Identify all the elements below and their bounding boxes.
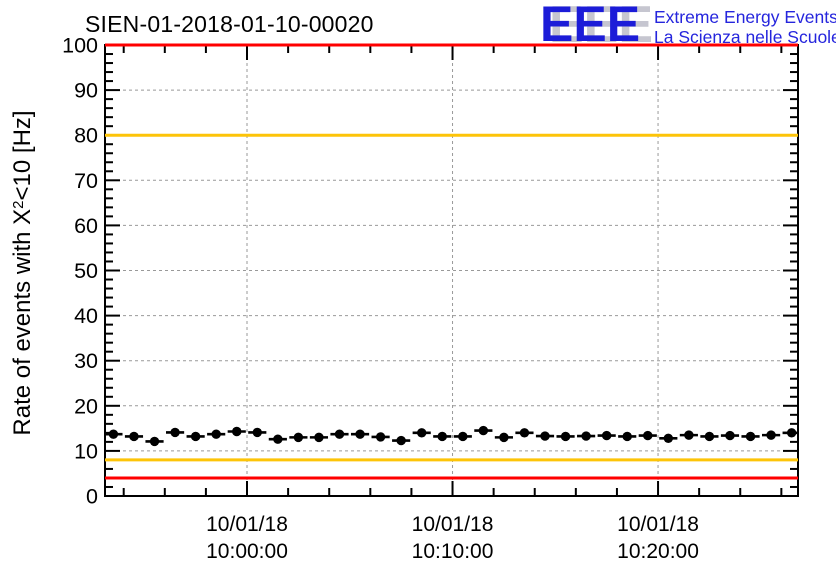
data-point xyxy=(663,433,674,443)
y-tick-label: 0 xyxy=(86,485,98,509)
data-point xyxy=(417,428,427,438)
data-point xyxy=(293,432,304,443)
data-point xyxy=(129,431,139,442)
data-point xyxy=(684,430,694,440)
eee-logo-caption-line1: Extreme Energy Events xyxy=(654,7,836,27)
data-point xyxy=(643,430,653,441)
data-point xyxy=(745,431,756,442)
eee-logo-main-text: EEE xyxy=(540,0,641,52)
y-tick-label: 80 xyxy=(74,124,98,148)
eee-logo: EEE EEE Extreme Energy Events La Scienza… xyxy=(540,0,836,52)
y-tick-label: 10 xyxy=(74,439,98,463)
y-tick-label: 50 xyxy=(74,259,98,283)
data-point xyxy=(499,432,509,443)
eee-logo-acronym: EEE EEE xyxy=(540,0,653,52)
x-tick-date-label: 10/01/18 xyxy=(412,513,494,536)
data-point xyxy=(540,431,550,441)
data-point xyxy=(622,431,632,442)
data-point xyxy=(458,431,468,442)
eee-logo-shadow-text: EEE xyxy=(549,0,654,54)
y-tick-label: 90 xyxy=(74,79,98,103)
y-tick-label: 30 xyxy=(74,349,98,373)
data-point xyxy=(252,427,262,438)
x-tick-date-label: 10/01/18 xyxy=(617,513,699,536)
y-tick-label: 100 xyxy=(62,34,98,58)
y-tick-label: 70 xyxy=(74,169,98,193)
chart-title: SIEN-01-2018-01-10-00020 xyxy=(85,11,374,37)
data-point xyxy=(704,431,715,442)
data-point xyxy=(355,429,365,439)
x-tick-date-label: 10/01/18 xyxy=(206,513,288,536)
x-tick-time-label: 10:10:00 xyxy=(412,540,494,563)
data-point xyxy=(560,431,571,442)
data-point xyxy=(519,428,530,438)
eee-logo-caption: Extreme Energy Events La Scienza nelle S… xyxy=(654,3,836,47)
x-tick-time-label: 10:20:00 xyxy=(617,540,699,563)
data-point xyxy=(725,430,735,441)
data-point xyxy=(273,434,283,444)
data-point xyxy=(314,432,324,443)
data-point xyxy=(170,427,180,438)
data-point xyxy=(396,435,406,446)
x-tick-time-label: 10:00:00 xyxy=(206,540,288,563)
data-point xyxy=(232,426,242,437)
data-point xyxy=(766,430,776,440)
data-point xyxy=(149,436,160,447)
y-tick-label: 40 xyxy=(74,304,98,328)
data-point xyxy=(581,431,591,441)
data-point xyxy=(601,430,612,441)
y-tick-label: 20 xyxy=(74,394,98,418)
y-tick-label: 60 xyxy=(74,214,98,238)
data-point xyxy=(108,429,119,439)
data-point xyxy=(478,425,489,436)
data-point xyxy=(786,428,797,438)
data-point xyxy=(190,431,201,442)
data-point xyxy=(211,429,221,439)
data-point xyxy=(375,432,386,442)
eee-logo-caption-line2: La Scienza nelle Scuole xyxy=(654,27,836,47)
data-point xyxy=(437,431,447,442)
data-point xyxy=(334,429,345,439)
